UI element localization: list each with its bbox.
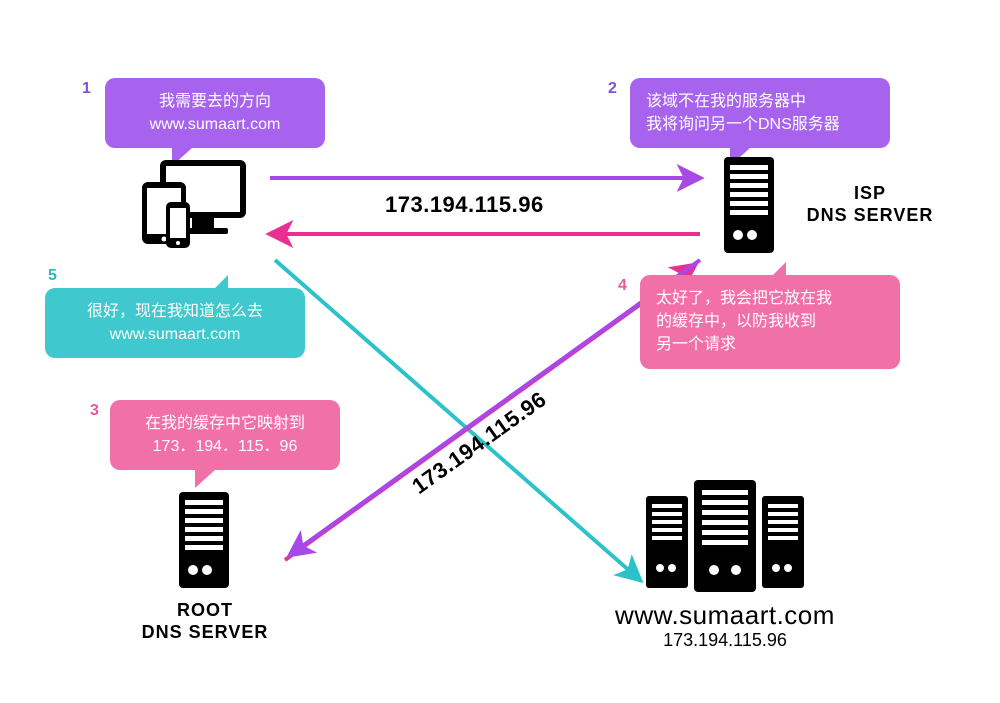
bubble-2: 该域不在我的服务器中 我将询问另一个DNS服务器	[630, 78, 890, 148]
step-4-number: 4	[618, 277, 627, 295]
bubble-3-line2: 173．194．115．96	[126, 435, 324, 458]
bubble-3-tail	[195, 470, 215, 488]
isp-label-2: DNS SERVER	[800, 205, 940, 226]
bubble-2-line2: 我将询问另一个DNS服务器	[646, 113, 874, 136]
bubble-4-line1: 太好了，我会把它放在我	[656, 287, 884, 310]
dest-ip: 173.194.115.96	[580, 630, 870, 651]
bubble-3: 在我的缓存中它映射到 173．194．115．96	[110, 400, 340, 470]
ip-horizontal: 173.194.115.96	[385, 192, 544, 218]
bubble-2-line1: 该域不在我的服务器中	[646, 90, 874, 113]
root-server-icon	[175, 490, 233, 590]
bubble-4-line2: 的缓存中，以防我收到	[656, 310, 884, 333]
client-devices-icon	[130, 158, 250, 253]
bubble-5-line1: 很好，现在我知道怎么去	[61, 300, 289, 323]
isp-server-icon	[720, 155, 778, 255]
root-label-2: DNS SERVER	[130, 622, 280, 643]
step-5-number: 5	[48, 267, 57, 285]
bubble-1: 我需要去的方向 www.sumaart.com	[105, 78, 325, 148]
bubble-4: 太好了，我会把它放在我 的缓存中，以防我收到 另一个请求	[640, 275, 900, 369]
step-3-number: 3	[90, 402, 99, 420]
dns-diagram: 1 我需要去的方向 www.sumaart.com 2 该域不在我的服务器中 我…	[0, 0, 1000, 703]
dest-server-icon	[640, 478, 810, 593]
bubble-5-tail	[210, 275, 228, 293]
isp-label-1: ISP	[800, 183, 940, 204]
arrow-isp-to-root	[290, 260, 700, 555]
root-label-1: ROOT	[130, 600, 280, 621]
bubble-1-line2: www.sumaart.com	[121, 113, 309, 136]
ip-diagonal: 173.194.115.96	[407, 386, 551, 499]
bubble-5-line2: www.sumaart.com	[61, 323, 289, 346]
arrow-root-to-isp	[285, 265, 695, 560]
bubble-5: 很好，现在我知道怎么去 www.sumaart.com	[45, 288, 305, 358]
dest-title: www.sumaart.com	[580, 600, 870, 631]
bubble-4-tail	[768, 262, 786, 280]
bubble-1-line1: 我需要去的方向	[121, 90, 309, 113]
bubble-4-line3: 另一个请求	[656, 333, 884, 356]
step-1-number: 1	[82, 80, 91, 98]
step-2-number: 2	[608, 80, 617, 98]
bubble-3-line1: 在我的缓存中它映射到	[126, 412, 324, 435]
